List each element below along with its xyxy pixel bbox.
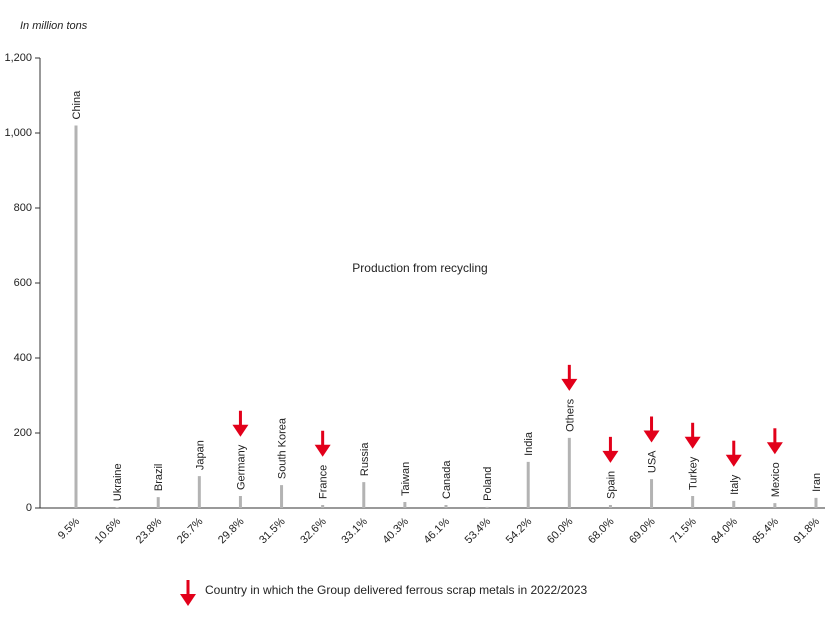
x-tick-label: 54.2%	[504, 515, 535, 546]
delivered-arrow-part	[238, 410, 242, 428]
category-label: India	[523, 431, 535, 456]
y-tick-label: 800	[14, 202, 32, 214]
x-tick-label: 29.8%	[216, 515, 247, 546]
x-tick-label: 32.6%	[298, 515, 329, 546]
category-label: Canada	[441, 460, 453, 499]
annotation: Production from recycling	[352, 261, 487, 275]
y-tick-label: 600	[14, 277, 32, 289]
delivered-arrow-part	[732, 440, 736, 458]
bar	[197, 476, 201, 508]
x-tick-label: 40.3%	[380, 515, 411, 546]
delivered-arrow-part	[773, 428, 777, 446]
category-label: Russia	[359, 442, 371, 477]
bar	[280, 485, 284, 508]
y-tick-label: 1,200	[4, 52, 32, 64]
x-tick-label: 10.6%	[93, 515, 124, 546]
delivered-arrow-part	[725, 454, 742, 467]
bar	[115, 507, 119, 508]
legend-arrow-part	[180, 594, 196, 606]
category-label: South Korea	[277, 417, 289, 479]
x-tick-label: 46.1%	[422, 515, 453, 546]
delivered-arrow-part	[232, 424, 249, 437]
bar	[362, 482, 366, 508]
x-tick-label: 26.7%	[175, 515, 206, 546]
category-label: Spain	[605, 471, 617, 499]
category-label: China	[71, 90, 83, 120]
category-label: Japan	[194, 440, 206, 470]
bar	[403, 502, 407, 508]
category-label: Iran	[811, 473, 823, 492]
bar	[321, 505, 325, 508]
delivered-arrow-part	[766, 442, 783, 455]
x-tick-label: 68.0%	[586, 515, 617, 546]
category-label: Taiwan	[400, 462, 412, 496]
category-label: USA	[647, 450, 659, 473]
delivered-arrow	[561, 364, 578, 391]
category-label: Poland	[482, 467, 494, 501]
delivered-arrow	[766, 428, 783, 455]
x-tick-label: 53.4%	[463, 515, 494, 546]
bar	[608, 505, 612, 508]
y-tick-label: 1,000	[4, 127, 32, 139]
legend-arrow	[180, 580, 196, 606]
x-tick-label: 31.5%	[257, 515, 288, 546]
bar	[814, 497, 818, 508]
delivered-arrow	[232, 410, 249, 437]
bar	[773, 503, 777, 508]
category-label: Germany	[235, 444, 247, 490]
legend-text: Country in which the Group delivered fer…	[205, 583, 588, 597]
delivered-arrow-part	[567, 364, 571, 382]
bar	[732, 500, 736, 508]
bar	[156, 497, 160, 508]
bar	[444, 505, 448, 508]
x-tick-label: 23.8%	[134, 515, 165, 546]
category-label: Brazil	[153, 464, 165, 492]
x-tick-label: 60.0%	[545, 515, 576, 546]
delivered-arrow-part	[608, 436, 612, 454]
delivered-arrow-part	[650, 416, 654, 434]
delivered-arrow-part	[643, 430, 660, 443]
category-label: Ukraine	[112, 463, 124, 501]
bar	[485, 506, 489, 508]
y-tick-label: 400	[14, 352, 32, 364]
x-tick-label: 69.0%	[627, 515, 658, 546]
x-tick-label: 9.5%	[56, 515, 82, 541]
delivered-arrow	[684, 422, 701, 449]
delivered-arrow-part	[602, 450, 619, 463]
bar	[567, 437, 571, 508]
category-label: Mexico	[770, 462, 782, 497]
bar	[74, 125, 78, 508]
delivered-arrow-part	[684, 436, 701, 449]
x-tick-label: 71.5%	[668, 515, 699, 546]
delivered-arrow	[643, 416, 660, 443]
x-tick-label: 91.8%	[792, 515, 823, 546]
delivered-arrow	[725, 440, 742, 467]
x-tick-label: 84.0%	[709, 515, 740, 546]
delivered-arrow	[602, 436, 619, 463]
category-label: France	[318, 465, 330, 499]
category-label: Turkey	[688, 456, 700, 490]
delivered-arrow-part	[314, 444, 331, 457]
y-tick-label: 0	[26, 502, 32, 514]
delivered-arrow-part	[321, 430, 325, 448]
y-tick-label: 200	[14, 427, 32, 439]
category-label: Italy	[729, 474, 741, 495]
delivered-arrow	[314, 430, 331, 457]
y-axis-label: In million tons	[20, 20, 88, 32]
bar	[691, 496, 695, 508]
delivered-arrow-part	[561, 378, 578, 391]
bar	[238, 496, 242, 508]
legend-arrow-part	[186, 580, 190, 597]
category-label: Others	[564, 398, 576, 432]
bar	[526, 461, 530, 508]
x-tick-label: 85.4%	[750, 515, 781, 546]
x-tick-label: 33.1%	[339, 515, 370, 546]
bar	[650, 479, 654, 508]
delivered-arrow-part	[691, 422, 695, 440]
